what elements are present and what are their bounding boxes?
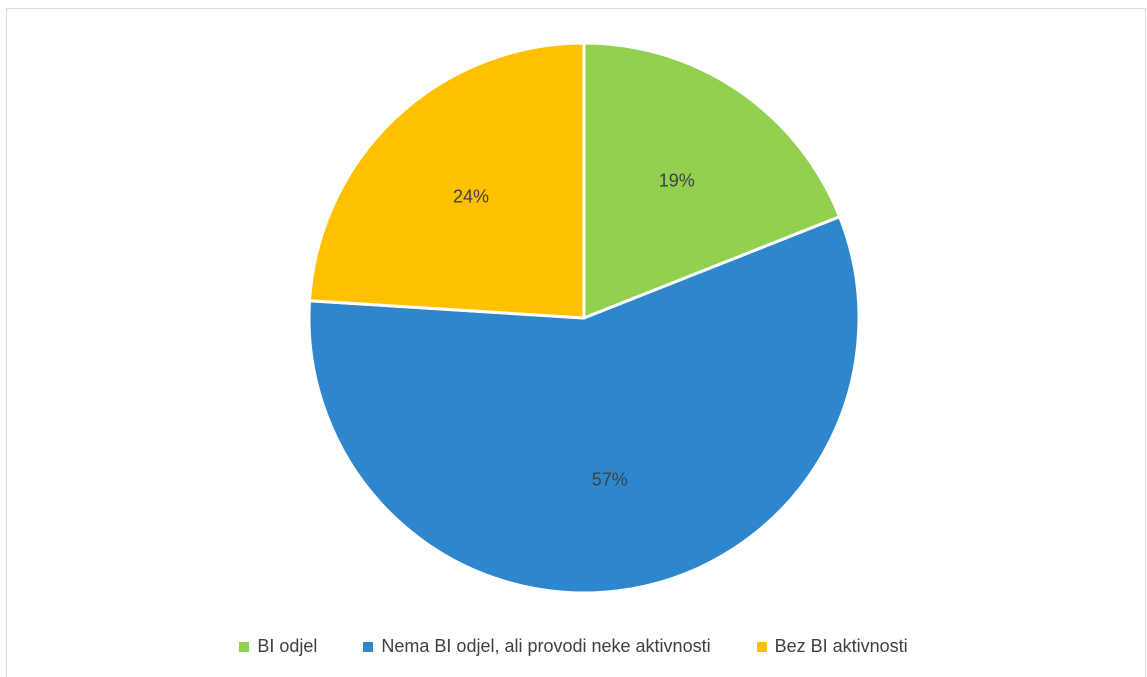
legend-swatch-bi-odjel	[239, 641, 250, 652]
slice-bi-odjel	[582, 41, 842, 320]
legend-label-nema-bi-odjel: Nema BI odjel, ali provodi neke aktivnos…	[381, 636, 711, 656]
chart-frame	[6, 8, 1146, 677]
legend-item-bez-bi-aktivnosti: Bez BI aktivnosti	[756, 636, 908, 657]
legend-label-bi-odjel: BI odjel	[257, 636, 318, 656]
slice-label-bez-bi-aktivnosti: 24%	[453, 186, 489, 206]
slice-bez-bi-aktivnosti	[308, 41, 586, 320]
slice-label-bi-odjel: 19%	[659, 170, 695, 190]
legend-swatch-bez-bi-aktivnosti	[756, 641, 767, 652]
legend-swatch-nema-bi-odjel	[363, 641, 374, 652]
legend-label-bez-bi-aktivnosti: Bez BI aktivnosti	[774, 636, 908, 656]
legend: BI odjel Nema BI odjel, ali provodi neke…	[0, 636, 1147, 657]
slice-label-nema-bi-odjel: 57%	[592, 470, 628, 490]
legend-item-bi-odjel: BI odjel	[239, 636, 317, 657]
legend-item-nema-bi-odjel: Nema BI odjel, ali provodi neke aktivnos…	[363, 636, 711, 657]
